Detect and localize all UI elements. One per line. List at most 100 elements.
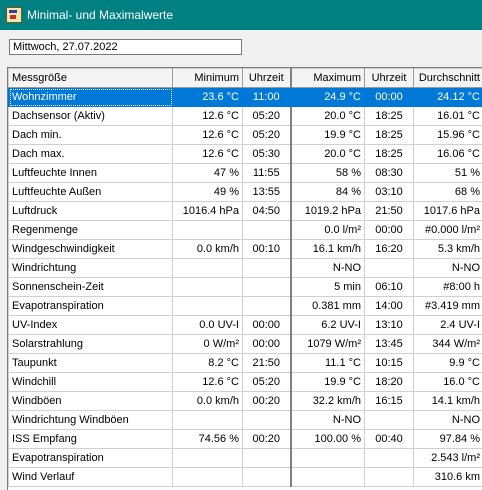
cell-minimum: 0.0 UV-I (173, 316, 243, 335)
cell-min-time (243, 259, 291, 278)
cell-max-time: 13:10 (365, 316, 414, 335)
cell-max-time: 18:25 (365, 107, 414, 126)
cell-maximum: N-NO (291, 259, 365, 278)
cell-maximum: 32.2 km/h (291, 392, 365, 411)
cell-max-time: 21:50 (365, 202, 414, 221)
cell-average: #3.419 mm (414, 297, 482, 316)
date-field[interactable]: Mittwoch, 27.07.2022 (9, 39, 242, 55)
cell-max-time (365, 449, 414, 468)
cell-average: N-NO (414, 259, 482, 278)
column-header-average[interactable]: Durchschnitt (414, 69, 482, 88)
cell-name: Windböen (9, 392, 173, 411)
cell-minimum: 49 % (173, 183, 243, 202)
cell-max-time: 18:20 (365, 373, 414, 392)
cell-min-time: 11:55 (243, 164, 291, 183)
cell-name: Taupunkt (9, 354, 173, 373)
cell-maximum: 1019.2 hPa (291, 202, 365, 221)
column-header-min-time[interactable]: Uhrzeit (243, 69, 291, 88)
cell-average: 5.3 km/h (414, 240, 482, 259)
header-row: Messgröße Minimum Uhrzeit Maximum Uhrzei… (9, 69, 482, 88)
cell-name: Windrichtung (9, 259, 173, 278)
cell-min-time (243, 297, 291, 316)
cell-min-time: 13:55 (243, 183, 291, 202)
cell-minimum: 12.6 °C (173, 107, 243, 126)
cell-max-time: 06:10 (365, 278, 414, 297)
cell-minimum: 8.2 °C (173, 354, 243, 373)
cell-maximum: 100.00 % (291, 430, 365, 449)
column-header-maximum[interactable]: Maximum (291, 69, 365, 88)
cell-name: Solarstrahlung (9, 335, 173, 354)
cell-maximum: 58 % (291, 164, 365, 183)
cell-average: 16.0 °C (414, 373, 482, 392)
cell-min-time: 00:00 (243, 335, 291, 354)
cell-min-time (243, 468, 291, 487)
cell-min-time: 21:50 (243, 354, 291, 373)
cell-name: Sonnenschein-Zeit (9, 278, 173, 297)
cell-minimum: 74.56 % (173, 430, 243, 449)
cell-average: 68 % (414, 183, 482, 202)
cell-average: 15.96 °C (414, 126, 482, 145)
cell-maximum: 20.0 °C (291, 107, 365, 126)
cell-max-time (365, 259, 414, 278)
cell-average: 16.01 °C (414, 107, 482, 126)
cell-average: 344 W/m² (414, 335, 482, 354)
cell-min-time (243, 278, 291, 297)
cell-max-time: 00:40 (365, 430, 414, 449)
cell-name: Evapotranspiration (9, 449, 173, 468)
cell-maximum: 19.9 °C (291, 126, 365, 145)
title-bar[interactable]: Minimal- und Maximalwerte (0, 0, 482, 30)
cell-max-time: 16:15 (365, 392, 414, 411)
cell-minimum (173, 221, 243, 240)
column-header-minimum[interactable]: Minimum (173, 69, 243, 88)
cell-name: Luftfeuchte Außen (9, 183, 173, 202)
cell-minimum: 0.0 km/h (173, 240, 243, 259)
cell-min-time: 05:30 (243, 145, 291, 164)
cell-maximum: 0.0 l/m² (291, 221, 365, 240)
cell-maximum (291, 449, 365, 468)
cell-minimum: 12.6 °C (173, 145, 243, 164)
cell-average: 310.6 km (414, 468, 482, 487)
table-row[interactable]: Windrichtung N-NO N-NO (9, 259, 482, 278)
column-header-max-time[interactable]: Uhrzeit (365, 69, 414, 88)
cell-name: ISS Empfang (9, 430, 173, 449)
cell-average: N-NO (414, 411, 482, 430)
cell-maximum: 5 min (291, 278, 365, 297)
cell-max-time: 00:00 (365, 221, 414, 240)
cell-name: Windrichtung Windböen (9, 411, 173, 430)
cell-minimum: 0 W/m² (173, 335, 243, 354)
cell-min-time: 00:20 (243, 392, 291, 411)
cell-min-time (243, 221, 291, 240)
cell-minimum: 23.6 °C (173, 88, 243, 107)
cell-maximum: 11.1 °C (291, 354, 365, 373)
cell-max-time: 13:45 (365, 335, 414, 354)
cell-max-time: 16:20 (365, 240, 414, 259)
cell-min-time (243, 411, 291, 430)
cell-max-time (365, 468, 414, 487)
min-max-grid[interactable]: Messgröße Minimum Uhrzeit Maximum Uhrzei… (7, 67, 482, 490)
column-header-name[interactable]: Messgröße (9, 69, 173, 88)
cell-min-time: 00:10 (243, 240, 291, 259)
cell-minimum (173, 449, 243, 468)
cell-minimum: 47 % (173, 164, 243, 183)
window-title: Minimal- und Maximalwerte (27, 8, 173, 22)
